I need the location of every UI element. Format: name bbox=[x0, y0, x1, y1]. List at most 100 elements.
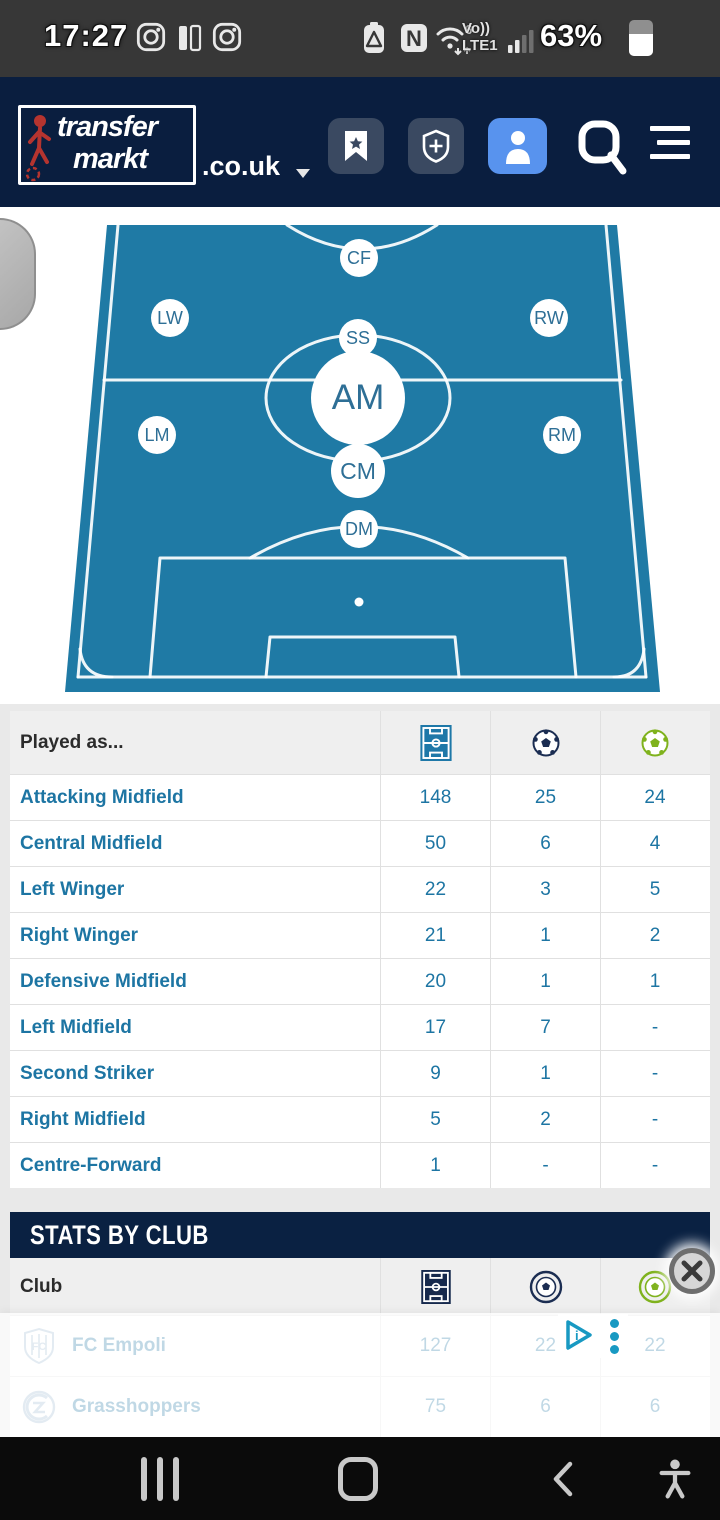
battery-saver-icon bbox=[362, 21, 386, 60]
matches-value: 50 bbox=[424, 832, 447, 854]
instagram-notification-icon bbox=[136, 22, 166, 57]
transfermarkt-logo[interactable]: transfer markt bbox=[18, 105, 196, 185]
position-marker-cm[interactable]: CM bbox=[331, 444, 385, 498]
search-button[interactable] bbox=[571, 118, 627, 178]
matches-value: 22 bbox=[424, 878, 447, 900]
stats-by-club-header: STATS BY CLUB bbox=[10, 1212, 710, 1258]
profile-button[interactable] bbox=[488, 118, 547, 174]
pitch-heatmap: CF LW RW SS AM LM RM CM DM bbox=[65, 223, 660, 692]
edge-panel-handle[interactable] bbox=[0, 218, 36, 330]
person-icon bbox=[505, 131, 530, 164]
position-link[interactable]: Defensive Midfield bbox=[20, 970, 187, 992]
matches-value: 21 bbox=[424, 924, 447, 946]
assists-ball-icon bbox=[638, 1270, 672, 1303]
adchoices-icon[interactable]: i bbox=[558, 1314, 600, 1356]
table-row: Left Winger 22 3 5 bbox=[10, 866, 710, 912]
ad-close-button[interactable] bbox=[669, 1248, 715, 1294]
table-row: Second Striker 9 1 - bbox=[10, 1050, 710, 1096]
menu-button[interactable] bbox=[650, 126, 690, 166]
assists-value: - bbox=[651, 1154, 659, 1176]
matches-pitch-icon bbox=[419, 724, 452, 761]
battery-percent: 63% bbox=[540, 18, 603, 53]
accessibility-person-icon bbox=[659, 1459, 691, 1498]
section-title: STATS BY CLUB bbox=[30, 1219, 209, 1250]
position-link[interactable]: Right Midfield bbox=[20, 1108, 146, 1130]
goals-ball-icon bbox=[532, 728, 559, 756]
position-marker-lw[interactable]: LW bbox=[151, 299, 189, 337]
assists-value: 1 bbox=[649, 970, 661, 992]
goals-value: 6 bbox=[540, 832, 551, 854]
position-marker-am[interactable]: AM bbox=[311, 351, 405, 445]
matches-pitch-icon bbox=[420, 1269, 451, 1304]
table-row: Attacking Midfield 148 25 24 bbox=[10, 774, 710, 820]
played-as-title: Played as... bbox=[20, 731, 124, 753]
volte-lte-indicator: Vo)) LTE1 bbox=[462, 20, 498, 54]
signal-bars-icon bbox=[508, 28, 536, 59]
ad-menu-dots-icon[interactable] bbox=[600, 1314, 628, 1358]
position-link[interactable]: Centre-Forward bbox=[20, 1154, 162, 1176]
svg-text:N: N bbox=[406, 26, 422, 51]
instagram-notification-icon bbox=[212, 22, 242, 57]
position-marker-dm[interactable]: DM bbox=[340, 510, 378, 548]
position-marker-rm[interactable]: RM bbox=[543, 416, 581, 454]
position-marker-lm[interactable]: LM bbox=[138, 416, 176, 454]
assists-value: - bbox=[651, 1108, 659, 1130]
goals-value: 1 bbox=[540, 1062, 551, 1084]
position-link[interactable]: Central Midfield bbox=[20, 832, 163, 854]
table-row: Centre-Forward 1 - - bbox=[10, 1142, 710, 1188]
battery-icon bbox=[629, 20, 653, 56]
home-button[interactable] bbox=[318, 1437, 398, 1520]
position-link[interactable]: Second Striker bbox=[20, 1062, 155, 1084]
played-as-header-row: Played as... bbox=[10, 711, 710, 774]
goals-value: 2 bbox=[540, 1108, 551, 1130]
position-link[interactable]: Attacking Midfield bbox=[20, 786, 184, 808]
goals-column-header bbox=[490, 711, 600, 774]
table-row: Central Midfield 50 6 4 bbox=[10, 820, 710, 866]
back-button[interactable] bbox=[528, 1437, 598, 1520]
position-link[interactable]: Left Winger bbox=[20, 878, 125, 900]
matches-value: 20 bbox=[424, 970, 447, 992]
bookmarks-button[interactable] bbox=[328, 118, 384, 174]
matches-value: 1 bbox=[430, 1154, 441, 1176]
assists-value: 5 bbox=[649, 878, 661, 900]
logo-wordmark: transfer markt bbox=[57, 111, 158, 175]
matches-column-header bbox=[380, 711, 490, 774]
club-column-label: Club bbox=[20, 1275, 63, 1297]
position-marker-cf[interactable]: CF bbox=[340, 239, 378, 277]
back-chevron-icon bbox=[553, 1461, 573, 1496]
svg-text:6: 6 bbox=[465, 22, 472, 37]
assists-value: 2 bbox=[649, 924, 661, 946]
assists-value: - bbox=[651, 1062, 659, 1084]
table-row: Right Winger 21 1 2 bbox=[10, 912, 710, 958]
menu-icon bbox=[650, 126, 690, 131]
shield-plus-icon bbox=[422, 129, 450, 163]
accessibility-button[interactable] bbox=[640, 1437, 710, 1520]
domain-selector[interactable]: .co.uk bbox=[202, 151, 281, 181]
assists-ball-icon bbox=[641, 728, 669, 756]
position-link[interactable]: Left Midfield bbox=[20, 1016, 132, 1038]
goals-value: 1 bbox=[540, 924, 551, 946]
club-table-header-row: Club bbox=[10, 1258, 710, 1315]
logo-player-figure bbox=[25, 115, 51, 182]
position-marker-rw[interactable]: RW bbox=[530, 299, 568, 337]
status-time: 17:27 bbox=[44, 18, 129, 53]
goals-value: 1 bbox=[540, 970, 551, 992]
search-icon bbox=[578, 120, 627, 175]
assists-value: 4 bbox=[649, 832, 661, 854]
status-bar: 17:27 N 6 Vo)) LTE1 bbox=[0, 0, 720, 77]
matches-value: 148 bbox=[419, 786, 452, 808]
assists-column-header bbox=[600, 711, 709, 774]
position-link[interactable]: Right Winger bbox=[20, 924, 139, 946]
nfc-icon: N bbox=[400, 21, 428, 60]
matches-value: 17 bbox=[424, 1016, 447, 1038]
add-club-button[interactable] bbox=[408, 118, 464, 174]
matches-value: 5 bbox=[430, 1108, 441, 1130]
goals-ball-icon bbox=[529, 1270, 562, 1303]
assists-value: 24 bbox=[644, 786, 666, 808]
bookmark-star-icon bbox=[345, 131, 367, 161]
goals-value: - bbox=[542, 1154, 549, 1176]
dual-app-badge-icon bbox=[178, 24, 202, 57]
position-marker-ss[interactable]: SS bbox=[339, 319, 377, 357]
recents-button[interactable] bbox=[120, 1437, 200, 1520]
